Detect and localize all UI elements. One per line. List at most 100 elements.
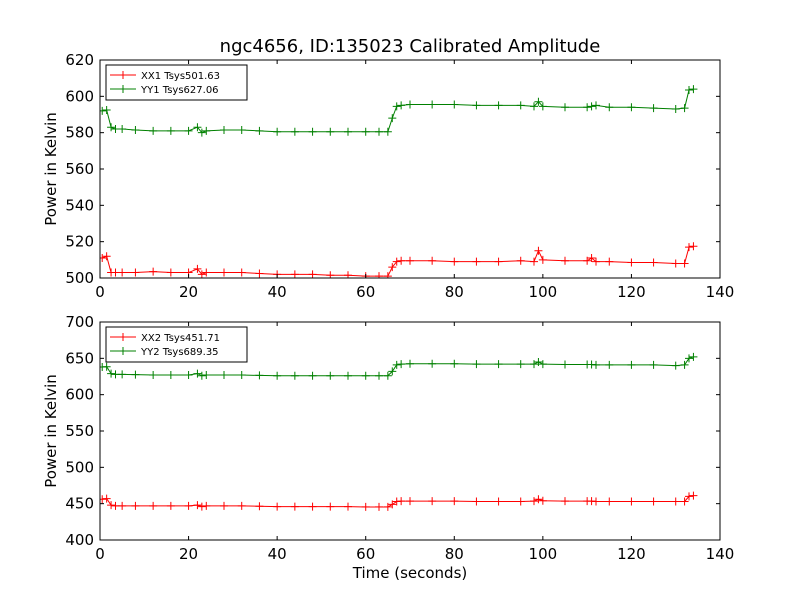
x-tick-label: 0 — [95, 283, 105, 301]
x-tick-label: 140 — [706, 283, 735, 301]
data-point — [102, 362, 111, 371]
data-point — [538, 255, 547, 264]
data-point — [649, 497, 658, 506]
x-tick-label: 140 — [706, 545, 735, 563]
data-point — [605, 103, 614, 112]
legend-box — [105, 326, 248, 363]
data-point — [326, 127, 335, 136]
data-point — [561, 360, 569, 369]
data-point — [118, 268, 127, 277]
data-point — [383, 502, 392, 511]
data-point — [534, 246, 543, 255]
y-axis-label: Power in Kelvin — [42, 112, 60, 226]
data-point — [375, 502, 383, 511]
data-point — [649, 104, 658, 113]
data-point — [397, 360, 406, 369]
x-tick-label: 60 — [356, 283, 375, 301]
data-point — [197, 502, 206, 511]
data-point — [450, 359, 459, 368]
x-tick-label: 100 — [529, 545, 558, 563]
y-tick-label: 550 — [65, 422, 94, 440]
data-point — [388, 114, 397, 123]
chart-title: ngc4656, ID:135023 Calibrated Amplitude — [220, 36, 601, 57]
y-tick-label: 500 — [65, 458, 94, 476]
data-point — [361, 502, 370, 511]
data-point — [237, 125, 246, 134]
data-point — [587, 254, 596, 263]
data-point — [166, 126, 175, 135]
data-point — [406, 100, 414, 109]
data-point — [685, 85, 693, 94]
data-point — [397, 256, 406, 265]
data-point — [100, 106, 107, 115]
data-point — [255, 371, 264, 380]
data-point — [118, 370, 127, 379]
data-point — [680, 259, 689, 268]
data-point — [397, 497, 406, 506]
data-point — [592, 257, 600, 266]
data-point — [450, 497, 459, 506]
y-tick-label: 500 — [65, 269, 94, 287]
y-tick-label: 450 — [65, 495, 94, 513]
data-point — [193, 264, 202, 273]
data-point — [193, 123, 202, 132]
data-point — [166, 268, 175, 277]
data-point — [184, 501, 193, 510]
data-point — [308, 270, 317, 278]
data-point — [583, 256, 592, 265]
data-point — [308, 502, 317, 511]
data-point — [627, 103, 636, 112]
x-tick-label: 80 — [445, 545, 464, 563]
data-point — [530, 257, 538, 266]
data-point — [273, 502, 282, 511]
data-point — [428, 256, 437, 265]
y-tick-label: 520 — [65, 233, 94, 251]
x-axis-label: Time (seconds) — [352, 564, 468, 582]
data-point — [102, 105, 111, 114]
data-point — [530, 360, 538, 369]
data-point — [583, 103, 592, 112]
data-point — [472, 257, 481, 266]
data-point — [649, 258, 658, 267]
data-point — [605, 257, 614, 266]
data-point — [538, 496, 547, 505]
data-point — [131, 501, 140, 510]
data-point — [102, 252, 111, 261]
data-point — [118, 125, 127, 134]
data-point — [107, 123, 116, 132]
data-point — [184, 371, 193, 380]
data-point — [592, 360, 600, 369]
data-point — [149, 501, 158, 510]
data-point — [290, 127, 299, 136]
y-tick-label: 400 — [65, 531, 94, 549]
data-point — [627, 258, 636, 267]
data-point — [149, 371, 158, 380]
data-point — [102, 494, 111, 503]
data-point — [516, 101, 525, 110]
data-point — [131, 370, 140, 379]
data-point — [538, 102, 547, 111]
data-point — [680, 360, 689, 369]
data-point — [361, 371, 370, 380]
data-point — [166, 371, 175, 380]
data-point — [428, 497, 437, 506]
data-point — [406, 256, 414, 265]
data-point — [671, 361, 680, 370]
data-point — [273, 371, 282, 380]
data-point — [685, 354, 693, 363]
data-point — [561, 103, 569, 112]
x-tick-label: 20 — [179, 545, 198, 563]
data-point — [197, 371, 206, 380]
data-point — [685, 243, 693, 252]
data-point — [237, 501, 246, 510]
data-point — [689, 491, 698, 500]
data-point — [383, 272, 392, 278]
data-point — [516, 256, 525, 265]
data-point — [605, 360, 614, 369]
legend-marker — [119, 85, 127, 93]
legend-marker — [119, 333, 127, 341]
data-point — [388, 263, 397, 272]
data-point — [534, 97, 543, 106]
x-tick-label: 120 — [617, 545, 646, 563]
data-point — [561, 256, 569, 265]
